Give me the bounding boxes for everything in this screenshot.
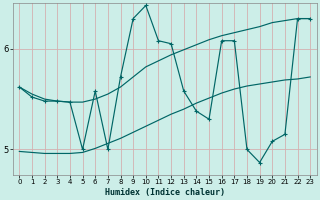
X-axis label: Humidex (Indice chaleur): Humidex (Indice chaleur) xyxy=(105,188,225,197)
